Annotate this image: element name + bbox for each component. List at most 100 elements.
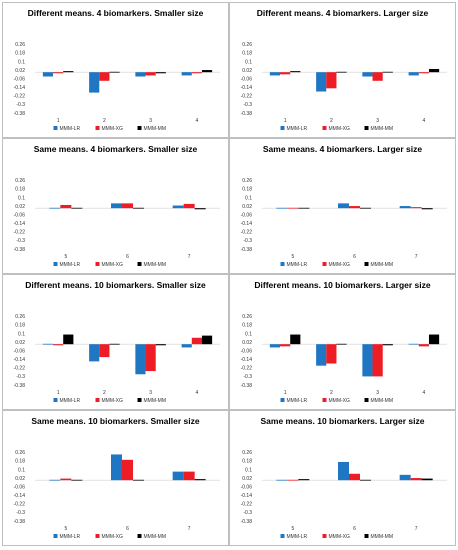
bar-mmm-lr-cat-5 (276, 479, 288, 481)
legend-label: MMM-XG (329, 126, 350, 132)
bar-chart: 0.26 0.18 0.1 0.02 -0.06 -0.14 -0.22 -0.3 -0.38 1… (241, 314, 447, 404)
y-tick-label: -0.22 (14, 230, 26, 236)
bar-mmm-mm-cat-2 (109, 343, 120, 345)
bar-mmm-mm-cat-4 (201, 70, 213, 73)
y-tick-label: -0.3 (243, 102, 252, 108)
y-tick-label: 0.1 (245, 59, 252, 65)
bar-mmm-xg-cat-7 (410, 478, 422, 481)
y-tick-label: -0.3 (243, 510, 252, 516)
legend-label: MMM-LR (60, 126, 81, 132)
legend-swatch (280, 398, 285, 402)
category-label: 3 (149, 390, 152, 396)
legend-swatch (322, 398, 327, 402)
bar-mmm-lr-cat-4 (181, 72, 192, 76)
legend-label: MMM-LR (60, 398, 81, 404)
bar-mmm-mm-cat-3 (155, 344, 166, 346)
y-tick-label: -0.38 (241, 247, 253, 253)
category-label: 1 (284, 390, 287, 396)
bar-mmm-mm-cat-5 (298, 207, 310, 209)
y-tick-label: -0.22 (241, 502, 253, 508)
bar-mmm-lr-cat-7 (172, 471, 184, 481)
legend-label: MMM-MM (144, 126, 167, 132)
bar-mmm-xg-cat-1 (280, 72, 291, 75)
bar-mmm-lr-cat-6 (111, 454, 122, 481)
y-tick-label: -0.06 (14, 76, 26, 82)
chart-panel-2: Different means. 4 biomarkers. Larger si… (229, 2, 456, 138)
category-label: 2 (103, 118, 106, 124)
y-tick-label: 0.18 (242, 459, 252, 465)
y-tick-label: 0.18 (242, 187, 252, 193)
bar-mmm-lr-cat-6 (111, 203, 122, 209)
chart-title: Different means. 10 biomarkers. Smaller … (25, 280, 206, 290)
legend-label: MMM-MM (371, 262, 394, 268)
y-tick-label: 0.1 (245, 331, 252, 337)
legend-swatch (137, 262, 142, 266)
bar-mmm-xg-cat-2 (326, 72, 337, 89)
bar-mmm-lr-cat-5 (276, 207, 288, 209)
legend-label: MMM-MM (144, 398, 167, 404)
bar-mmm-xg-cat-6 (349, 473, 360, 481)
legend-swatch (364, 262, 369, 266)
y-tick-label: 0.1 (18, 59, 25, 65)
bar-mmm-lr-cat-4 (408, 343, 419, 345)
bar-mmm-mm-cat-2 (109, 71, 120, 73)
category-label: 5 (64, 526, 67, 532)
y-tick-label: -0.22 (241, 94, 253, 100)
bar-mmm-mm-cat-1 (290, 334, 301, 345)
legend-label: MMM-XG (102, 126, 123, 132)
chart-title: Different means. 10 biomarkers. Larger s… (254, 280, 431, 290)
bar-mmm-xg-cat-3 (145, 344, 156, 372)
bar-mmm-xg-cat-2 (99, 344, 110, 358)
chart-panel-7: Same means. 10 biomarkers. Smaller size … (2, 410, 229, 546)
y-tick-label: -0.14 (14, 357, 26, 363)
y-tick-label: -0.14 (241, 357, 253, 363)
legend-swatch (53, 534, 58, 538)
legend-swatch (137, 398, 142, 402)
y-tick-label: 0.26 (15, 178, 25, 184)
bar-mmm-xg-cat-1 (280, 344, 291, 347)
bar-mmm-mm-cat-5 (298, 479, 310, 481)
legend-swatch (53, 262, 58, 266)
bar-mmm-mm-cat-7 (421, 478, 433, 481)
bar-chart: 0.26 0.18 0.1 0.02 -0.06 -0.14 -0.22 -0.3 -0.38 1… (14, 42, 220, 132)
category-label: 7 (415, 526, 418, 532)
y-tick-label: 0.18 (15, 459, 25, 465)
legend-swatch (137, 534, 142, 538)
bar-mmm-xg-cat-5 (60, 478, 72, 481)
bar-mmm-mm-cat-7 (194, 479, 206, 481)
category-label: 2 (330, 118, 333, 124)
category-label: 1 (284, 118, 287, 124)
bar-mmm-mm-cat-3 (382, 344, 393, 346)
y-tick-label: 0.1 (18, 195, 25, 201)
y-tick-label: 0.02 (242, 204, 252, 210)
legend-swatch (137, 126, 142, 130)
bar-mmm-mm-cat-7 (194, 208, 206, 210)
y-tick-label: -0.38 (241, 111, 253, 117)
legend-label: MMM-LR (60, 262, 81, 268)
y-tick-label: 0.02 (242, 68, 252, 74)
category-label: 3 (149, 118, 152, 124)
y-tick-label: 0.26 (242, 42, 252, 48)
y-tick-label: 0.26 (242, 450, 252, 456)
chart-title: Same means. 10 biomarkers. Smaller size (31, 416, 200, 426)
bar-mmm-xg-cat-3 (372, 344, 383, 377)
bar-mmm-xg-cat-2 (326, 344, 337, 364)
y-tick-label: 0.26 (242, 314, 252, 320)
category-label: 4 (422, 390, 425, 396)
bar-mmm-mm-cat-1 (63, 71, 74, 73)
chart-panel-3: Same means. 4 biomarkers. Smaller size 0… (2, 138, 229, 274)
chart-panel-4: Same means. 4 biomarkers. Larger size 0.… (229, 138, 456, 274)
legend-swatch (364, 534, 369, 538)
chart-title: Same means. 4 biomarkers. Larger size (262, 144, 423, 154)
bar-chart: 0.26 0.18 0.1 0.02 -0.06 -0.14 -0.22 -0.3 -0.38 5… (14, 450, 220, 540)
category-label: 7 (415, 254, 418, 260)
y-tick-label: 0.26 (15, 450, 25, 456)
y-tick-label: -0.38 (241, 519, 253, 525)
y-tick-label: -0.38 (241, 383, 253, 389)
y-tick-label: -0.06 (241, 484, 253, 490)
bar-mmm-xg-cat-4 (191, 72, 202, 74)
bar-chart: 0.26 0.18 0.1 0.02 -0.06 -0.14 -0.22 -0.3 -0.38 5… (241, 178, 447, 268)
y-tick-label: 0.1 (245, 195, 252, 201)
category-label: 2 (330, 390, 333, 396)
